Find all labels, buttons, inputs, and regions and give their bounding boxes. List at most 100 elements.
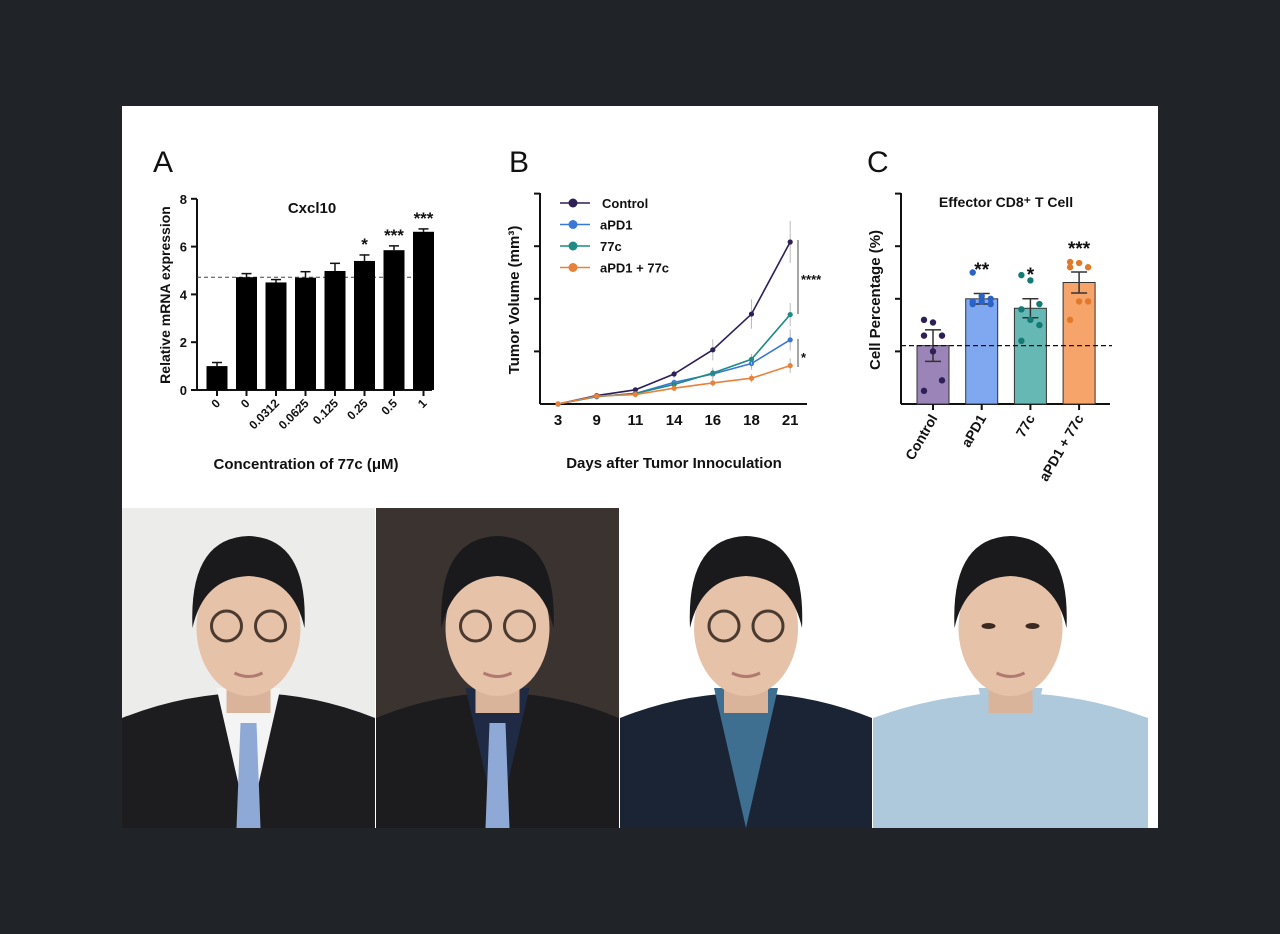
chart-b-xlabel: Days after Tumor Innoculation — [566, 455, 782, 472]
data-point — [671, 371, 677, 377]
data-point — [1027, 277, 1034, 284]
x-tick-label: 18 — [743, 412, 760, 429]
data-point — [978, 292, 985, 300]
x-tick-label: 0.5 — [378, 396, 400, 418]
x-tick-label: 77c — [1012, 411, 1038, 439]
x-tick-label: 0.25 — [344, 396, 371, 423]
x-tick-label: 3 — [554, 412, 562, 429]
x-tick-label: 1 — [415, 396, 430, 411]
data-point — [938, 332, 946, 339]
legend-marker — [568, 220, 578, 229]
data-point — [787, 239, 793, 245]
data-point — [978, 298, 985, 305]
chart-c-ylabel: Cell Percentage (%) — [867, 230, 884, 370]
panel-label-b: B — [509, 146, 529, 179]
y-tick-label: 8 — [180, 192, 187, 207]
chart-a-title: Cxcl10 — [288, 200, 336, 217]
data-point — [787, 363, 793, 369]
significance-label: *** — [384, 226, 404, 245]
legend-label: Control — [602, 196, 648, 211]
bar — [265, 282, 287, 390]
data-point — [1075, 298, 1083, 305]
chart-b-sig-2: * — [801, 350, 807, 365]
portrait-photo — [873, 508, 1148, 828]
legend-marker — [568, 263, 578, 272]
bar — [383, 250, 405, 390]
data-point — [920, 316, 928, 324]
x-tick-label: aPD1 + 77c — [1036, 411, 1087, 484]
data-point — [938, 377, 946, 384]
significance-label: *** — [414, 209, 434, 228]
bar — [354, 260, 375, 390]
x-tick-label: 16 — [704, 412, 721, 429]
legend-label: aPD1 — [600, 218, 633, 233]
chart-a-xlabel: Concentration of 77c (μM) — [213, 456, 398, 473]
data-point — [748, 375, 755, 381]
significance-label: * — [1027, 265, 1035, 286]
data-point — [671, 381, 677, 388]
portrait-illustration — [122, 536, 375, 828]
x-tick-label: 0.125 — [310, 396, 341, 427]
y-tick-label: 0 — [180, 383, 187, 398]
x-tick-label: 14 — [666, 412, 683, 429]
panel-label-c: C — [867, 146, 889, 179]
portrait-illustration — [873, 536, 1148, 828]
bar — [236, 277, 257, 390]
x-tick-label: 0 — [238, 396, 253, 411]
data-point — [1084, 298, 1092, 305]
data-point — [555, 401, 561, 407]
data-point — [1036, 321, 1043, 329]
bar — [324, 270, 346, 390]
x-tick-label: 11 — [627, 412, 643, 429]
portrait-illustration — [376, 536, 619, 828]
portrait-photo — [620, 508, 872, 828]
data-point — [969, 300, 976, 308]
data-point — [632, 391, 639, 398]
data-point — [969, 269, 976, 276]
legend-label: 77c — [600, 239, 622, 254]
data-point — [987, 300, 994, 308]
data-point — [1075, 259, 1083, 267]
data-point — [1027, 316, 1034, 324]
bar — [413, 231, 434, 390]
bar — [965, 298, 999, 405]
data-point — [1066, 258, 1074, 266]
data-point — [1018, 271, 1025, 279]
data-point — [1036, 300, 1043, 308]
data-point — [929, 348, 937, 355]
panel-label-a: A — [153, 146, 173, 179]
data-point — [1018, 306, 1025, 313]
chart-c-title: Effector CD8⁺ T Cell — [939, 194, 1073, 210]
legend-marker — [568, 198, 578, 208]
legend-label: aPD1 + 77c — [600, 261, 669, 276]
x-tick-label: aPD1 — [958, 411, 989, 450]
significance-label: * — [361, 235, 368, 254]
data-point — [710, 380, 716, 386]
legend-marker — [568, 241, 578, 251]
x-tick-label: 0.0625 — [276, 396, 312, 432]
x-tick-label: 9 — [593, 412, 601, 429]
x-tick-label: 0 — [208, 396, 223, 411]
data-point — [787, 311, 793, 318]
data-point — [920, 387, 928, 395]
bar — [206, 366, 228, 390]
portrait-photo — [376, 508, 619, 828]
x-tick-label: Control — [902, 412, 941, 463]
chart-b-ylabel: Tumor Volume (mm³) — [506, 226, 523, 375]
portrait-illustration — [620, 536, 872, 828]
data-point — [594, 393, 600, 399]
y-tick-label: 4 — [180, 287, 188, 302]
bar — [1013, 307, 1047, 405]
y-tick-label: 6 — [180, 240, 187, 255]
data-point — [1018, 337, 1025, 345]
data-point — [1084, 264, 1092, 271]
data-point — [710, 370, 716, 376]
data-point — [748, 356, 755, 362]
bar — [295, 277, 316, 390]
data-point — [1066, 316, 1074, 324]
data-point — [748, 311, 755, 317]
x-tick-label: 21 — [782, 412, 799, 429]
chart-b-sig-1: **** — [801, 272, 822, 287]
